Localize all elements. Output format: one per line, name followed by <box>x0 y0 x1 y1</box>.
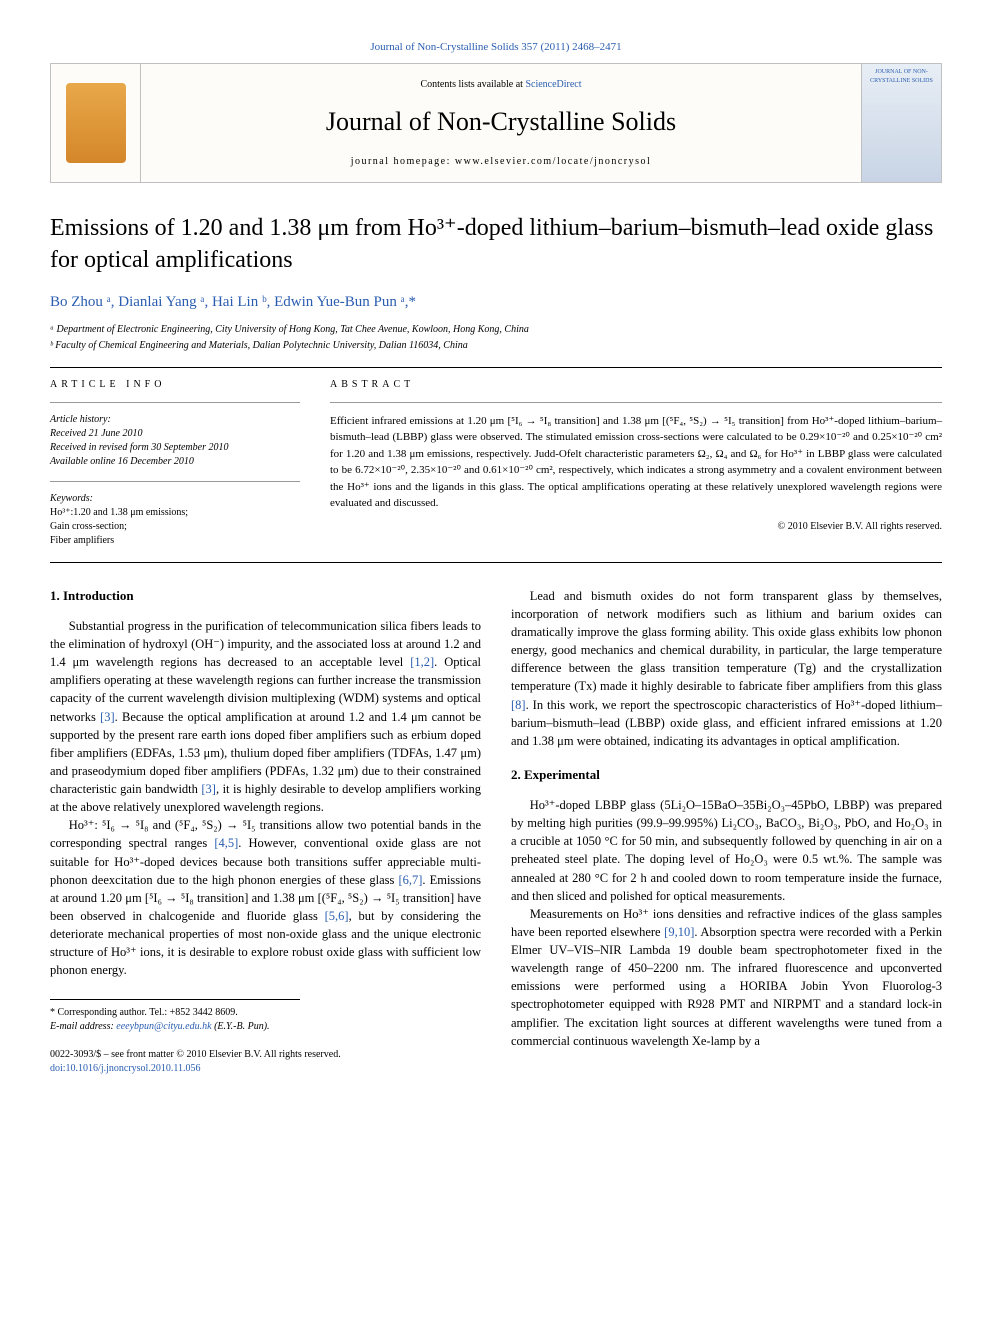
affiliation-a: ᵃ Department of Electronic Engineering, … <box>50 323 942 337</box>
article-history: Article history: Received 21 June 2010 R… <box>50 413 300 469</box>
keywords-block: Keywords: Ho³⁺:1.20 and 1.38 μm emission… <box>50 492 300 548</box>
cite-1-2[interactable]: [1,2] <box>410 655 434 669</box>
journal-title: Journal of Non-Crystalline Solids <box>326 104 676 140</box>
cite-4-5[interactable]: [4,5] <box>214 836 238 850</box>
abstract-copyright: © 2010 Elsevier B.V. All rights reserved… <box>330 520 942 534</box>
cite-5-6[interactable]: [5,6] <box>325 909 349 923</box>
imprint-block: 0022-3093/$ – see front matter © 2010 El… <box>50 1048 481 1076</box>
abstract-text: Efficient infrared emissions at 1.20 μm … <box>330 413 942 512</box>
cite-3[interactable]: [3] <box>100 710 115 724</box>
abstract-label: ABSTRACT <box>330 378 942 392</box>
section-2-head: 2. Experimental <box>511 766 942 784</box>
cite-6-7[interactable]: [6,7] <box>398 873 422 887</box>
article-info-label: ARTICLE INFO <box>50 378 300 392</box>
intro-para-1: Substantial progress in the purification… <box>50 617 481 816</box>
body-col-right: Lead and bismuth oxides do not form tran… <box>511 587 942 1077</box>
divider <box>50 562 942 563</box>
elsevier-logo[interactable] <box>51 64 141 182</box>
body-columns: 1. Introduction Substantial progress in … <box>50 587 942 1077</box>
section-1-head: 1. Introduction <box>50 587 481 605</box>
sciencedirect-link[interactable]: ScienceDirect <box>525 79 581 90</box>
article-title: Emissions of 1.20 and 1.38 μm from Ho³⁺-… <box>50 213 942 275</box>
cite-9-10[interactable]: [9,10] <box>664 925 694 939</box>
elsevier-tree-icon <box>66 83 126 163</box>
body-col-left: 1. Introduction Substantial progress in … <box>50 587 481 1077</box>
abstract-block: ABSTRACT Efficient infrared emissions at… <box>330 378 942 548</box>
corr-author-line: * Corresponding author. Tel.: +852 3442 … <box>50 1006 300 1020</box>
issn-line: 0022-3093/$ – see front matter © 2010 El… <box>50 1048 481 1062</box>
corr-email-link[interactable]: eeeybpun@cityu.edu.hk <box>116 1021 211 1032</box>
exp-para-1: Ho³⁺-doped LBBP glass (5Li₂O–15BaO–35Bi₂… <box>511 796 942 905</box>
intro-para-2: Ho³⁺: ⁵I₆ → ⁵I₈ and (⁵F₄, ⁵S₂) → ⁵I₅ tra… <box>50 816 481 979</box>
article-info-block: ARTICLE INFO Article history: Received 2… <box>50 378 300 548</box>
journal-banner: Contents lists available at ScienceDirec… <box>50 63 942 183</box>
intro-para-3: Lead and bismuth oxides do not form tran… <box>511 587 942 750</box>
doi-line: doi:10.1016/j.jnoncrysol.2010.11.056 <box>50 1062 481 1076</box>
cite-8[interactable]: [8] <box>511 698 526 712</box>
meta-row: ARTICLE INFO Article history: Received 2… <box>50 378 942 548</box>
contents-line: Contents lists available at ScienceDirec… <box>420 78 581 92</box>
divider <box>50 367 942 368</box>
journal-homepage: journal homepage: www.elsevier.com/locat… <box>351 155 652 169</box>
corresponding-author-footer: * Corresponding author. Tel.: +852 3442 … <box>50 999 300 1034</box>
divider <box>50 481 300 482</box>
exp-para-2: Measurements on Ho³⁺ ions densities and … <box>511 905 942 1050</box>
cite-3b[interactable]: [3] <box>201 782 216 796</box>
journal-cover-thumb[interactable]: JOURNAL OF NON-CRYSTALLINE SOLIDS <box>861 64 941 182</box>
divider <box>330 402 942 403</box>
author-list: Bo Zhou ᵃ, Dianlai Yang ᵃ, Hai Lin ᵇ, Ed… <box>50 292 942 313</box>
banner-center: Contents lists available at ScienceDirec… <box>141 64 861 182</box>
corr-email-line: E-mail address: eeeybpun@cityu.edu.hk (E… <box>50 1020 300 1034</box>
divider <box>50 402 300 403</box>
citation-header: Journal of Non-Crystalline Solids 357 (2… <box>50 40 942 55</box>
affiliation-b: ᵇ Faculty of Chemical Engineering and Ma… <box>50 339 942 353</box>
